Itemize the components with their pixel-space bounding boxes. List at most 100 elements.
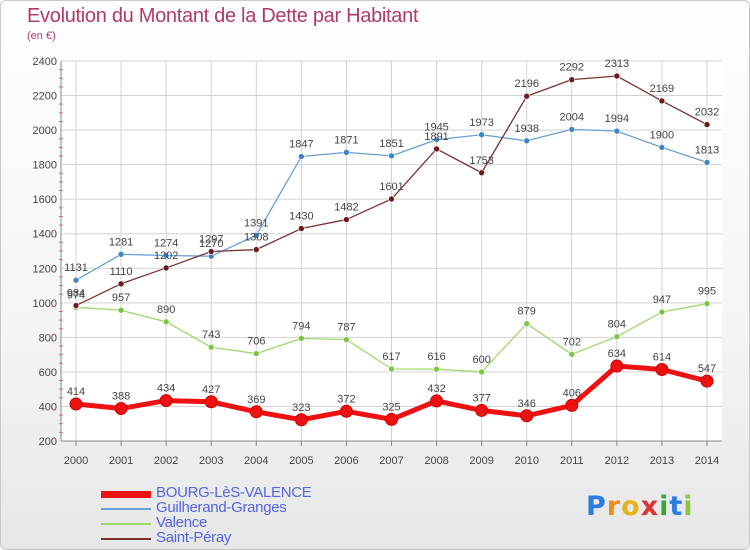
data-point-1 bbox=[658, 144, 666, 151]
y-tick-label: 200 bbox=[39, 436, 57, 448]
data-label: 1308 bbox=[244, 232, 268, 244]
legend-label-valence: Valence bbox=[156, 514, 207, 531]
x-tick-label: 2002 bbox=[154, 455, 178, 467]
data-label: 2004 bbox=[560, 111, 584, 123]
data-point-1 bbox=[298, 153, 305, 160]
x-tick-label: 2005 bbox=[289, 455, 313, 467]
chart-title: Evolution du Montant de la Dette par Hab… bbox=[27, 5, 419, 27]
data-point-3 bbox=[523, 92, 531, 100]
data-label: 2032 bbox=[695, 107, 719, 119]
data-point-3 bbox=[613, 72, 621, 80]
x-tick-label: 2001 bbox=[109, 455, 133, 467]
data-label: 1847 bbox=[289, 139, 313, 151]
data-label: 1851 bbox=[379, 138, 403, 150]
data-point-3 bbox=[388, 195, 395, 203]
x-tick-label: 2008 bbox=[424, 455, 448, 467]
data-label: 1274 bbox=[154, 237, 178, 249]
data-label: 1110 bbox=[110, 266, 133, 278]
data-point-1 bbox=[162, 252, 170, 259]
x-tick-label: 2014 bbox=[695, 455, 719, 467]
data-label: 547 bbox=[698, 363, 716, 375]
data-point-1 bbox=[613, 127, 621, 135]
data-point-3 bbox=[658, 97, 666, 105]
y-tick-label: 1000 bbox=[33, 298, 57, 310]
legend-swatch-saint-peray bbox=[101, 538, 151, 540]
data-label: 1753 bbox=[469, 155, 493, 167]
data-label: 1871 bbox=[334, 134, 358, 146]
x-tick-label: 2009 bbox=[469, 455, 493, 467]
legend-swatch-guilherand bbox=[101, 508, 151, 510]
y-tick-label: 2000 bbox=[33, 125, 57, 137]
data-labels: 414 388 434 427 369 323 372 325 432 377 346 406 634 6… bbox=[64, 58, 719, 414]
data-point-3 bbox=[298, 225, 305, 232]
data-label: 1813 bbox=[695, 144, 719, 156]
data-point-2 bbox=[162, 318, 170, 326]
data-label: 1202 bbox=[154, 250, 178, 262]
data-point-0 bbox=[249, 405, 263, 419]
legend-swatch-valence bbox=[101, 523, 151, 525]
data-label: 706 bbox=[247, 336, 265, 348]
data-point-1 bbox=[433, 136, 440, 143]
data-label: 427 bbox=[202, 384, 220, 396]
data-label: 1973 bbox=[469, 117, 493, 129]
data-label: 616 bbox=[427, 351, 445, 363]
data-label: 369 bbox=[247, 394, 265, 406]
data-point-0 bbox=[69, 397, 83, 411]
logo-letter: r bbox=[606, 491, 622, 522]
data-label: 1994 bbox=[605, 113, 629, 125]
data-point-2 bbox=[252, 350, 260, 357]
data-label: 804 bbox=[608, 319, 626, 331]
data-label: 879 bbox=[518, 306, 536, 318]
data-label: 414 bbox=[67, 386, 85, 398]
x-tick-label: 2000 bbox=[64, 455, 88, 467]
data-point-1 bbox=[72, 276, 80, 284]
y-tick-label: 800 bbox=[39, 332, 57, 344]
data-point-0 bbox=[610, 359, 624, 373]
data-label: 743 bbox=[202, 329, 220, 341]
data-point-0 bbox=[655, 362, 669, 376]
data-label: 995 bbox=[698, 286, 716, 298]
data-point-2 bbox=[658, 308, 666, 316]
data-label: 432 bbox=[427, 383, 445, 395]
data-point-2 bbox=[523, 320, 531, 328]
x-tick-label: 2007 bbox=[379, 455, 403, 467]
data-label: 2292 bbox=[560, 62, 584, 74]
data-point-3 bbox=[703, 121, 711, 128]
legend-swatch-bourg bbox=[101, 490, 151, 498]
x-tick-label: 2011 bbox=[560, 455, 584, 467]
data-point-1 bbox=[568, 126, 576, 133]
legend-label-guilherand: Guilherand-Granges bbox=[156, 499, 287, 516]
logo-letter: o bbox=[621, 491, 641, 522]
data-label: 1891 bbox=[424, 131, 448, 143]
data-point-2 bbox=[613, 333, 621, 340]
data-point-1 bbox=[252, 231, 260, 239]
data-label: 890 bbox=[157, 304, 175, 316]
logo-letter: i bbox=[683, 491, 694, 522]
data-label: 1938 bbox=[514, 123, 538, 135]
data-point-0 bbox=[159, 394, 173, 408]
data-label: 1945 bbox=[424, 122, 448, 134]
data-point-2 bbox=[388, 365, 395, 373]
data-point-3 bbox=[568, 76, 576, 83]
data-label: 1131 bbox=[64, 262, 88, 274]
data-point-0 bbox=[565, 398, 579, 412]
x-tick-label: 2010 bbox=[514, 455, 538, 467]
data-point-1 bbox=[703, 159, 711, 166]
data-point-3 bbox=[433, 145, 440, 153]
legend-label-bourg: BOURG-LèS-VALENCE bbox=[156, 484, 312, 501]
y-tick-label: 1600 bbox=[33, 194, 57, 206]
data-point-2 bbox=[343, 336, 350, 343]
logo-letter: x bbox=[640, 491, 660, 522]
y-tick-label: 400 bbox=[39, 401, 57, 413]
data-point-2 bbox=[433, 365, 440, 373]
data-point-1 bbox=[117, 250, 125, 258]
y-tick-label: 600 bbox=[39, 367, 57, 379]
data-point-0 bbox=[294, 413, 308, 427]
x-tick-label: 2003 bbox=[199, 455, 223, 467]
data-label: 2169 bbox=[650, 83, 674, 95]
data-label: 634 bbox=[608, 348, 626, 360]
data-point-0 bbox=[114, 402, 128, 416]
data-label: 1297 bbox=[199, 234, 223, 246]
